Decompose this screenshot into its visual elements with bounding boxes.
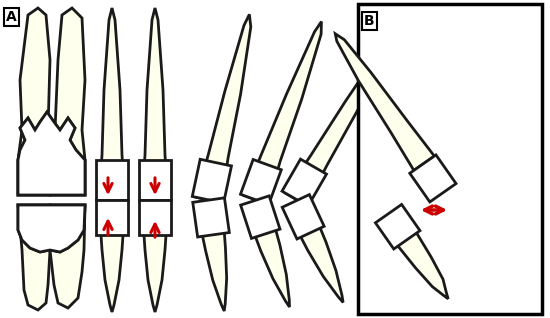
Polygon shape	[18, 205, 50, 310]
Polygon shape	[18, 112, 85, 195]
Polygon shape	[245, 202, 289, 307]
Polygon shape	[196, 14, 251, 203]
Polygon shape	[241, 196, 280, 238]
Polygon shape	[282, 195, 324, 239]
Polygon shape	[336, 34, 434, 170]
Polygon shape	[397, 231, 448, 299]
Text: B: B	[364, 14, 375, 28]
Polygon shape	[192, 198, 229, 237]
Polygon shape	[142, 8, 168, 200]
Bar	[358, 4, 542, 314]
Polygon shape	[410, 155, 456, 202]
Polygon shape	[139, 160, 171, 200]
Polygon shape	[18, 8, 50, 195]
Polygon shape	[282, 159, 327, 206]
Polygon shape	[240, 160, 282, 204]
Polygon shape	[99, 205, 125, 312]
Polygon shape	[287, 200, 343, 302]
Polygon shape	[196, 203, 227, 311]
Polygon shape	[244, 22, 321, 204]
Polygon shape	[18, 205, 85, 252]
Text: A: A	[6, 10, 16, 24]
Polygon shape	[99, 8, 125, 200]
Polygon shape	[18, 205, 85, 252]
Polygon shape	[192, 159, 232, 203]
Polygon shape	[376, 204, 420, 249]
Polygon shape	[50, 8, 85, 195]
Polygon shape	[142, 205, 168, 312]
Polygon shape	[96, 200, 128, 235]
Polygon shape	[139, 200, 171, 235]
Polygon shape	[285, 35, 392, 205]
Polygon shape	[96, 160, 128, 200]
Polygon shape	[50, 205, 85, 308]
Polygon shape	[18, 112, 85, 195]
